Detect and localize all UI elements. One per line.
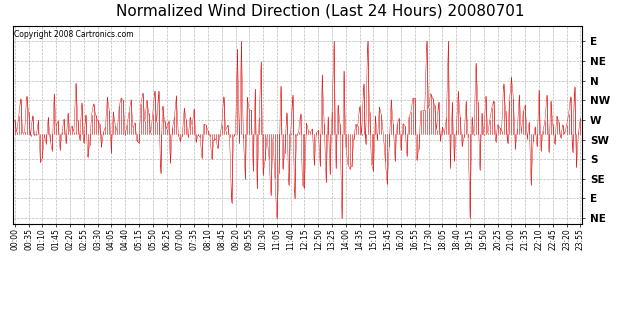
Text: Copyright 2008 Cartronics.com: Copyright 2008 Cartronics.com (14, 29, 133, 39)
Text: Normalized Wind Direction (Last 24 Hours) 20080701: Normalized Wind Direction (Last 24 Hours… (116, 3, 524, 18)
